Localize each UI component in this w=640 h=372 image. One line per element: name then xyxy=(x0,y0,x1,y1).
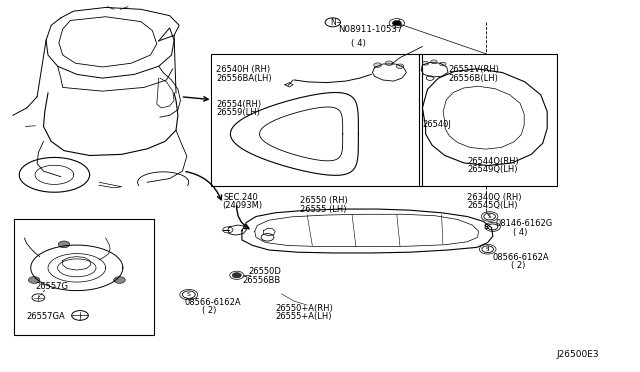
Circle shape xyxy=(431,60,437,64)
Circle shape xyxy=(28,277,40,283)
Circle shape xyxy=(58,241,70,248)
Text: 26556BB: 26556BB xyxy=(242,276,280,285)
Text: 08566-6162A: 08566-6162A xyxy=(493,253,549,262)
Circle shape xyxy=(385,61,393,65)
Text: ( 2): ( 2) xyxy=(202,306,216,315)
Text: 26540H (RH): 26540H (RH) xyxy=(216,65,271,74)
Circle shape xyxy=(392,20,401,26)
Text: 26340Q (RH): 26340Q (RH) xyxy=(467,193,522,202)
Text: 08566-6162A: 08566-6162A xyxy=(184,298,241,307)
Bar xyxy=(14,219,154,335)
Text: 26559(LH): 26559(LH) xyxy=(216,108,260,117)
Text: 26550+A(RH): 26550+A(RH) xyxy=(275,304,333,313)
Text: 26544Q(RH): 26544Q(RH) xyxy=(467,157,519,166)
Text: N08911-10537: N08911-10537 xyxy=(338,25,403,34)
Text: SEC.240: SEC.240 xyxy=(224,193,259,202)
Circle shape xyxy=(232,273,241,278)
Text: 26550 (RH): 26550 (RH) xyxy=(300,196,348,205)
Text: N: N xyxy=(330,18,335,27)
Text: 26557GA: 26557GA xyxy=(27,312,66,321)
Text: 26549Q(LH): 26549Q(LH) xyxy=(467,165,518,174)
Text: 26556B(LH): 26556B(LH) xyxy=(448,74,498,83)
Text: S: S xyxy=(486,247,490,252)
Circle shape xyxy=(374,63,381,67)
Circle shape xyxy=(440,62,446,66)
Text: (24093M): (24093M) xyxy=(223,201,263,210)
Circle shape xyxy=(114,277,125,283)
Text: S: S xyxy=(187,292,191,297)
Bar xyxy=(211,54,422,186)
Text: 26554(RH): 26554(RH) xyxy=(216,100,262,109)
Text: ( 2): ( 2) xyxy=(511,261,525,270)
Circle shape xyxy=(422,61,429,65)
Text: ( 4): ( 4) xyxy=(351,39,365,48)
Text: 26545Q(LH): 26545Q(LH) xyxy=(467,201,518,210)
Bar xyxy=(419,54,557,186)
Text: S: S xyxy=(488,214,492,219)
Text: 08146-6162G: 08146-6162G xyxy=(495,219,552,228)
Text: 26540J: 26540J xyxy=(422,120,451,129)
Text: 26555+A(LH): 26555+A(LH) xyxy=(275,312,332,321)
Text: 26550D: 26550D xyxy=(248,267,281,276)
Text: J26500E3: J26500E3 xyxy=(557,350,600,359)
Text: 26555 (LH): 26555 (LH) xyxy=(300,205,346,214)
Text: 26557G: 26557G xyxy=(35,282,68,291)
Text: 26551V(RH): 26551V(RH) xyxy=(448,65,499,74)
Circle shape xyxy=(396,64,404,68)
Text: ( 4): ( 4) xyxy=(513,228,527,237)
Text: 26556BA(LH): 26556BA(LH) xyxy=(216,74,272,83)
Text: S: S xyxy=(484,224,489,230)
